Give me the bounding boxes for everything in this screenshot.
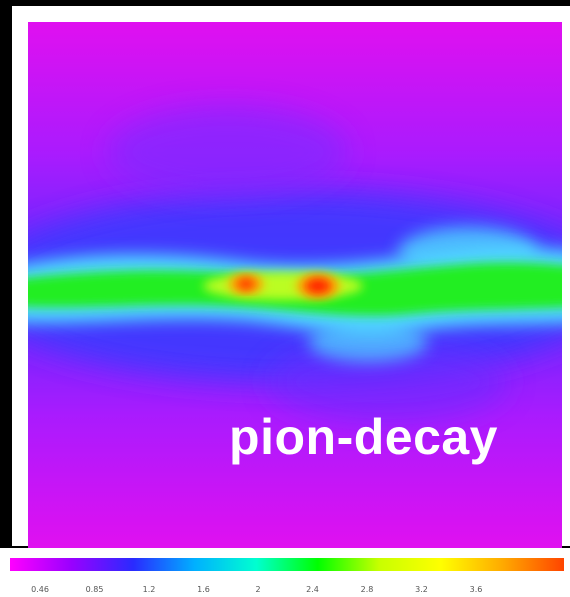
lower-diffuse-patch <box>268 342 508 422</box>
colorbar-tick-label: 2.4 <box>306 585 319 594</box>
colorbar-tick-label: 0.46 <box>31 585 49 594</box>
colorbar-tick-label: 3.6 <box>469 585 483 594</box>
colorbar-tick-label: 1.6 <box>197 585 210 594</box>
upper-diffuse-patch <box>108 107 348 197</box>
hotspot-right-core <box>305 278 331 294</box>
colorbar-strip: 0.46 0.85 1.2 1.6 2 2.4 2.8 3.2 3.6 <box>0 548 570 597</box>
map-label: pion-decay <box>229 409 498 465</box>
colorbar-tick-label: 3.2 <box>415 585 428 594</box>
colorbar-tick-label: 2.8 <box>360 585 374 594</box>
colorbar <box>10 558 564 571</box>
colorbar-gradient <box>10 558 564 571</box>
hotspot-left-core <box>237 278 255 290</box>
emission-map: pion-decay <box>28 22 562 548</box>
colorbar-tick-label: 2 <box>255 585 261 594</box>
colorbar-tick-label: 1.2 <box>142 585 156 594</box>
colorbar-tick-label: 0.85 <box>85 585 104 594</box>
